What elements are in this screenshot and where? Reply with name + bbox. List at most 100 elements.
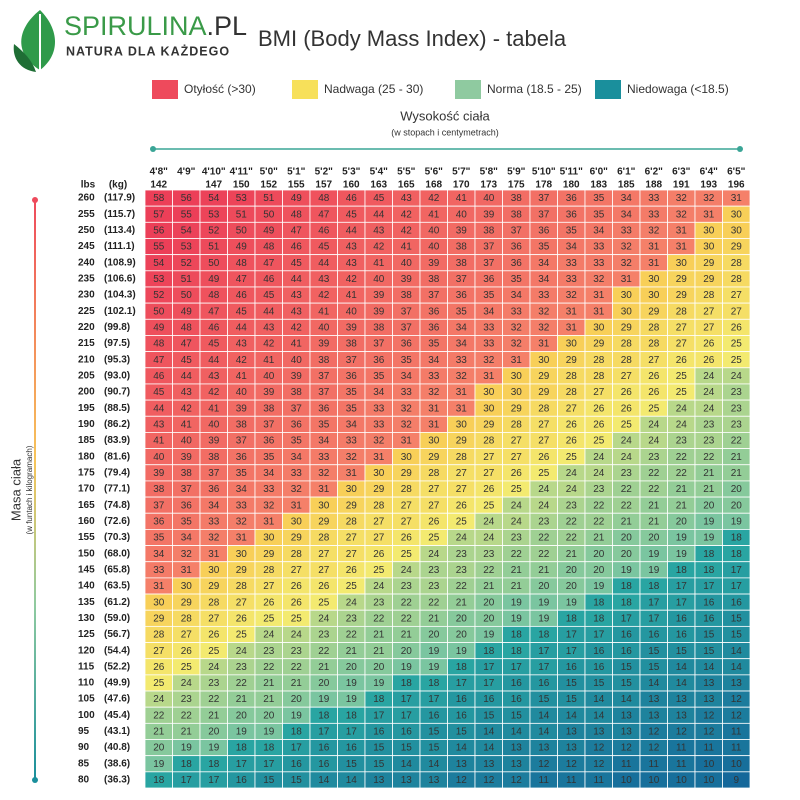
bmi-value: 24 [731, 371, 743, 382]
bmi-value: 26 [456, 500, 468, 511]
bmi-value: 35 [593, 193, 605, 204]
bmi-value: 34 [456, 323, 468, 334]
bmi-value: 15 [703, 630, 715, 641]
bmi-value: 24 [566, 484, 578, 495]
bmi-value: 17 [181, 775, 193, 786]
bmi-value: 31 [648, 258, 660, 269]
bmi-value: 48 [263, 242, 275, 253]
bmi-value: 19 [483, 630, 495, 641]
bmi-value: 24 [566, 468, 578, 479]
bmi-value: 26 [676, 355, 688, 366]
bmi-value: 31 [428, 403, 440, 414]
bmi-value: 31 [181, 565, 193, 576]
bmi-value: 27 [401, 500, 413, 511]
bmi-value: 15 [291, 775, 303, 786]
height-cm: 152 [260, 180, 277, 191]
bmi-value: 35 [181, 516, 193, 527]
bmi-value: 55 [153, 242, 165, 253]
bmi-value: 46 [346, 193, 358, 204]
bmi-value: 10 [703, 775, 715, 786]
bmi-value: 29 [181, 597, 193, 608]
bmi-value: 31 [263, 516, 275, 527]
bmi-value: 40 [153, 452, 165, 463]
bmi-value: 13 [593, 727, 605, 738]
bmi-value: 23 [346, 613, 358, 624]
bmi-value: 49 [208, 274, 220, 285]
height-cm: 142 [150, 180, 167, 191]
height-cm: 191 [673, 180, 690, 191]
bmi-value: 16 [621, 630, 633, 641]
bmi-value: 48 [318, 193, 330, 204]
bmi-value: 35 [428, 339, 440, 350]
bmi-value: 27 [483, 452, 495, 463]
weight-kg: (93.0) [104, 371, 130, 382]
bmi-value: 27 [208, 613, 220, 624]
bmi-value: 17 [428, 694, 440, 705]
bmi-value: 25 [401, 549, 413, 560]
bmi-value: 21 [373, 646, 385, 657]
bmi-value: 12 [511, 775, 523, 786]
bmi-value: 36 [346, 371, 358, 382]
bmi-value: 19 [153, 759, 165, 770]
bmi-value: 36 [511, 258, 523, 269]
bmi-value: 21 [153, 727, 165, 738]
bmi-value: 34 [621, 193, 633, 204]
bmi-value: 24 [703, 387, 715, 398]
bmi-value: 23 [318, 630, 330, 641]
bmi-value: 32 [621, 242, 633, 253]
weight-kg: (86.2) [104, 419, 130, 430]
bmi-value: 31 [291, 500, 303, 511]
bmi-value: 18 [318, 710, 330, 721]
bmi-value: 35 [373, 371, 385, 382]
bmi-value: 28 [566, 371, 578, 382]
bmi-value: 27 [538, 419, 550, 430]
bmi-value: 47 [291, 226, 303, 237]
bmi-value: 16 [318, 743, 330, 754]
bmi-value: 20 [318, 678, 330, 689]
bmi-value: 33 [346, 436, 358, 447]
bmi-value: 37 [538, 209, 550, 220]
bmi-value: 57 [153, 209, 165, 220]
bmi-value: 23 [291, 646, 303, 657]
bmi-value: 27 [648, 355, 660, 366]
bmi-value: 16 [291, 759, 303, 770]
bmi-value: 16 [703, 613, 715, 624]
bmi-value: 30 [456, 419, 468, 430]
bmi-value: 12 [731, 694, 743, 705]
bmi-value: 27 [318, 565, 330, 576]
bmi-value: 13 [511, 759, 523, 770]
bmi-value: 24 [373, 581, 385, 592]
weight-kg: (47.6) [104, 694, 130, 705]
bmi-value: 45 [346, 209, 358, 220]
bmi-value: 36 [428, 306, 440, 317]
bmi-value: 33 [483, 339, 495, 350]
logo-name: SPIRULINA.PL [64, 11, 247, 41]
bmi-value: 45 [208, 339, 220, 350]
bmi-value: 32 [263, 500, 275, 511]
bmi-value: 22 [291, 662, 303, 673]
bmi-value: 14 [456, 743, 468, 754]
bmi-value: 44 [208, 355, 220, 366]
bmi-value: 23 [181, 694, 193, 705]
weight-lbs: 80 [78, 775, 90, 786]
weight-lbs: 120 [78, 645, 95, 656]
bmi-value: 15 [731, 613, 743, 624]
bmi-value: 27 [621, 371, 633, 382]
bmi-value: 31 [208, 549, 220, 560]
bmi-value: 41 [373, 258, 385, 269]
bmi-value: 19 [428, 646, 440, 657]
weight-kg: (54.4) [104, 645, 130, 656]
bmi-value: 37 [511, 226, 523, 237]
bmi-value: 21 [456, 597, 468, 608]
bmi-value: 18 [373, 694, 385, 705]
bmi-value: 21 [731, 452, 743, 463]
bmi-value: 26 [566, 419, 578, 430]
bmi-value: 21 [566, 549, 578, 560]
height-cm: 155 [288, 180, 305, 191]
bmi-value: 52 [181, 258, 193, 269]
weight-kg: (38.6) [104, 758, 130, 769]
bmi-value: 10 [648, 775, 660, 786]
bmi-value: 23 [428, 565, 440, 576]
bmi-value: 18 [511, 646, 523, 657]
